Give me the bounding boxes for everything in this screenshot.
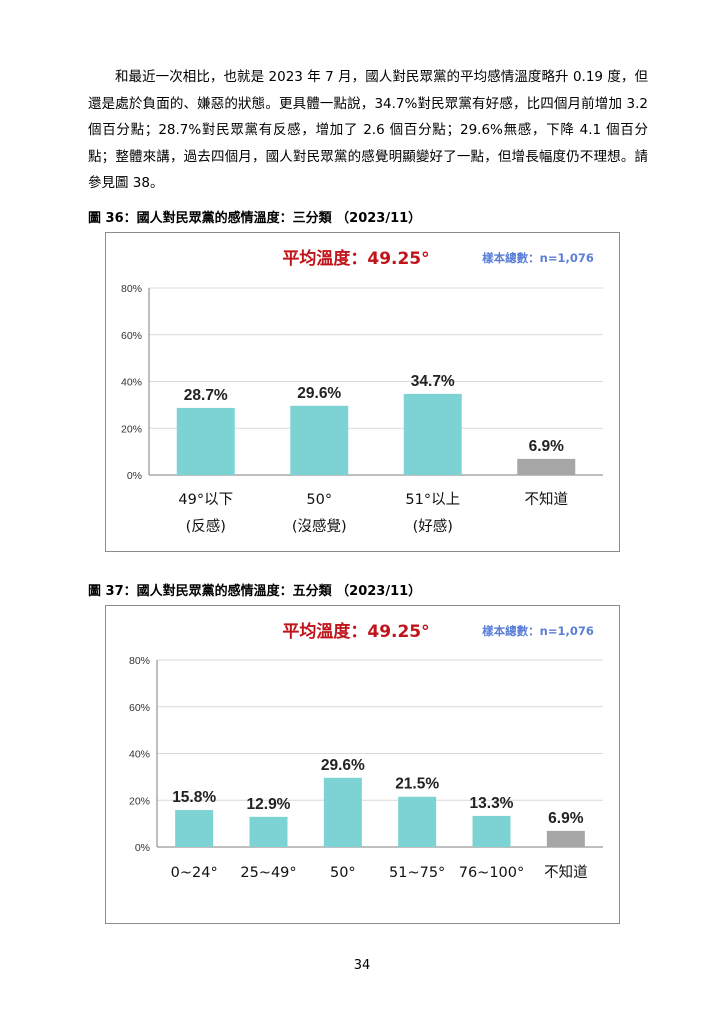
x-tick-label: 51~75° xyxy=(389,865,445,881)
x-tick-label: (沒感覺) xyxy=(292,518,347,535)
data-label: 29.6% xyxy=(321,757,365,774)
x-tick-label: 76~100° xyxy=(459,865,525,881)
y-tick-label: 60% xyxy=(121,330,142,342)
y-tick-label: 0% xyxy=(127,470,142,482)
sample-size-label: 樣本總數：n=1,076 xyxy=(482,251,594,265)
data-label: 12.9% xyxy=(247,796,291,813)
x-tick-label: 25~49° xyxy=(240,865,296,881)
page-number: 34 xyxy=(353,958,371,973)
bar xyxy=(176,407,235,475)
data-label: 6.9% xyxy=(529,438,565,455)
data-label: 28.7% xyxy=(184,387,228,404)
bar xyxy=(546,830,585,847)
bar xyxy=(290,405,349,475)
data-label: 21.5% xyxy=(395,776,439,793)
average-temperature-label: 平均溫度：49.25° xyxy=(282,621,429,642)
y-tick-label: 0% xyxy=(135,842,150,854)
data-label: 13.3% xyxy=(470,795,514,812)
y-tick-label: 80% xyxy=(129,655,150,667)
bar xyxy=(323,777,362,847)
figure-36-caption: 圖 36：國人對民眾黨的感情溫度：三分類 （2023/11） xyxy=(88,211,422,226)
y-tick-label: 40% xyxy=(121,377,142,389)
bar xyxy=(249,816,288,847)
figure-37-svg: 平均溫度：49.25° 樣本總數：n=1,076 0% 20% 40% 60% 80% 15.… xyxy=(129,621,603,881)
figure-37-caption: 圖 37：國人對民眾黨的感情溫度：五分類 （2023/11） xyxy=(88,584,422,599)
figure-36-svg: 平均溫度：49.25° 樣本總數：n=1,076 0% 20% 40% 60% 80% 28.… xyxy=(121,248,603,535)
bar xyxy=(175,810,214,847)
figure-36-chart: 平均溫度：49.25° 樣本總數：n=1,076 0% 20% 40% 60% 80% 28.… xyxy=(105,232,620,552)
y-tick-label: 60% xyxy=(129,702,150,714)
x-tick-label: 不知道 xyxy=(544,864,588,881)
bar xyxy=(403,393,462,475)
figure-37-chart: 平均溫度：49.25° 樣本總數：n=1,076 0% 20% 40% 60% 80% 15.… xyxy=(105,605,620,924)
x-tick-label: (反感) xyxy=(186,518,226,535)
body-paragraph: 和最近一次相比，也就是 2023 年 7 月，國人對民眾黨的平均感情溫度略升 0… xyxy=(88,69,648,191)
x-tick-label: 51°以上 xyxy=(405,491,460,508)
sample-size-label: 樣本總數：n=1,076 xyxy=(482,624,594,638)
x-tick-label: (好感) xyxy=(413,518,453,535)
data-label: 34.7% xyxy=(411,373,455,390)
x-tick-label: 50° xyxy=(306,492,332,508)
data-label: 29.6% xyxy=(297,385,341,402)
data-label: 6.9% xyxy=(548,810,584,827)
y-tick-label: 80% xyxy=(121,283,142,295)
x-tick-label: 49°以下 xyxy=(178,492,233,508)
data-label: 15.8% xyxy=(172,789,216,806)
bar xyxy=(472,815,511,847)
x-tick-label: 不知道 xyxy=(525,491,569,508)
x-tick-label: 0~24° xyxy=(171,865,218,881)
y-tick-label: 20% xyxy=(121,423,142,435)
bar xyxy=(398,796,437,847)
average-temperature-label: 平均溫度：49.25° xyxy=(282,248,429,269)
bar xyxy=(517,458,576,475)
y-tick-label: 20% xyxy=(129,795,150,807)
x-tick-label: 50° xyxy=(330,865,356,881)
y-tick-label: 40% xyxy=(129,749,150,761)
